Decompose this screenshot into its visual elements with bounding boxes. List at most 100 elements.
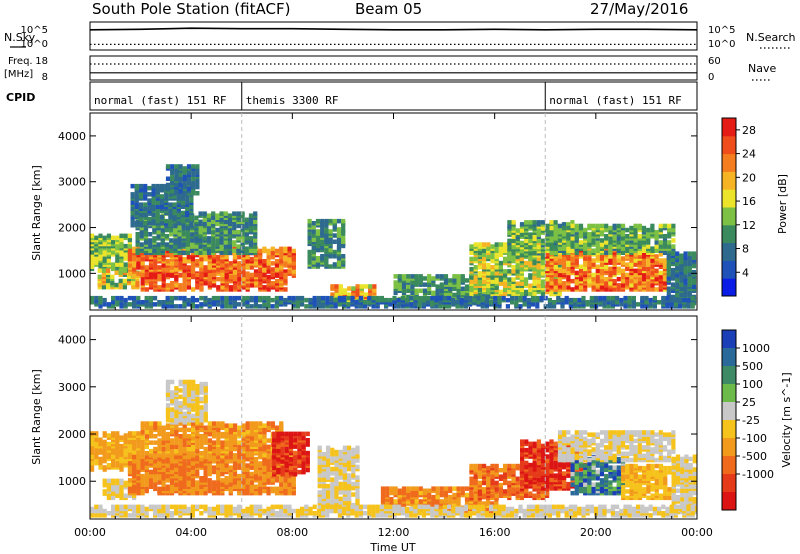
data-cell [687,276,692,281]
data-cell [195,191,200,196]
data-cell [562,258,567,263]
data-cell [610,300,615,305]
data-cell [195,164,200,169]
data-cell [186,265,191,270]
data-cell [473,256,478,262]
data-cell [228,304,233,309]
data-cell [531,295,536,301]
data-cell [291,476,296,481]
data-cell [119,443,124,449]
data-cell [98,304,103,309]
data-cell [241,272,246,278]
data-cell [236,229,241,235]
data-cell [490,252,495,258]
data-cell [591,240,596,245]
data-cell [494,271,499,276]
data-cell [686,302,691,307]
data-cell [132,431,137,436]
data-cell [283,246,288,252]
data-cell [143,212,148,218]
data-cell [430,295,435,301]
data-cell [199,440,204,445]
data-cell [573,302,578,307]
data-cell [633,223,638,229]
data-cell [430,302,435,307]
data-cell [169,295,174,301]
data-cell [237,261,242,266]
data-cell [266,254,271,260]
data-cell [232,295,237,301]
data-cell [486,287,491,293]
data-cell [199,295,204,301]
data-cell [524,260,529,266]
data-cell [409,302,414,307]
data-cell [304,304,309,309]
data-cell [511,265,516,270]
data-cell [228,285,233,290]
data-cell [241,467,246,472]
data-cell [180,200,186,205]
data-cell [132,454,137,460]
data-cell [245,265,250,270]
data-cell [157,285,162,290]
data-cell [140,272,145,278]
data-cell [604,234,609,239]
data-cell [574,242,579,247]
data-cell [161,454,166,460]
noise-strip: 10^5 10^0 10^5 10^0 N.Sky N.Search [4,21,796,51]
data-cell [119,478,124,484]
data-cell [608,281,613,286]
data-cell [160,223,165,229]
data-cell [98,465,103,470]
data-cell [528,232,533,237]
data-cell [604,276,609,282]
data-cell [484,295,489,301]
data-cell [178,252,183,258]
data-cell [216,434,221,439]
data-cell [198,250,203,255]
data-cell [185,183,190,189]
power-heatmap [90,164,697,309]
data-cell [274,300,279,305]
data-cell [665,302,670,307]
data-cell [232,248,237,253]
data-cell [473,279,478,284]
data-cell [616,223,621,229]
data-cell [336,227,342,232]
data-cell [174,482,179,487]
noise-right-tick-top: 10^5 [708,25,735,36]
data-cell [159,221,165,226]
data-cell [161,274,166,280]
data-cell [227,240,233,245]
data-cell [241,259,246,264]
data-cell [258,304,263,309]
data-cell [127,237,132,243]
data-cell [616,258,621,263]
data-cell [94,258,99,263]
data-cell [153,272,158,278]
data-cell [545,242,550,247]
data-cell [307,218,312,224]
data-cell [469,244,474,249]
data-cell [687,251,692,256]
data-cell [165,176,171,181]
data-cell [185,200,190,205]
data-cell [644,295,649,301]
data-cell [219,236,224,241]
data-cell [94,460,99,466]
data-cell [176,194,181,199]
data-cell [315,256,321,261]
data-cell [147,198,152,203]
data-cell [237,276,242,282]
data-cell [568,297,573,303]
data-cell [90,435,95,440]
data-cell [262,295,267,301]
data-cell [132,446,137,451]
data-cell [253,269,259,274]
data-cell [503,256,508,262]
data-cell [220,272,225,278]
data-cell [332,249,337,255]
data-cell [679,259,684,265]
data-cell [532,258,537,264]
data-cell [658,285,663,290]
